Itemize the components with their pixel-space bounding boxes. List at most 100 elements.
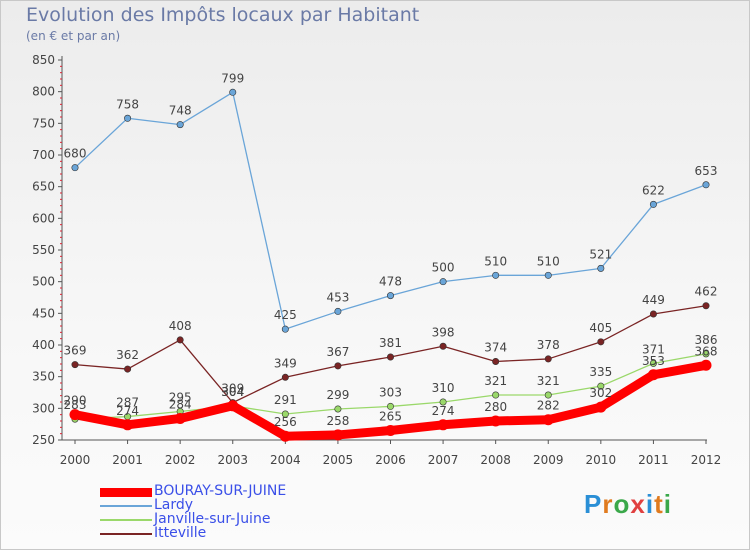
data-label-itteville: 381 bbox=[379, 336, 402, 350]
logo-letter: i bbox=[645, 489, 655, 519]
x-tick-label: 2010 bbox=[586, 453, 617, 467]
data-label-lardy: 680 bbox=[64, 147, 87, 161]
legend-swatch bbox=[100, 488, 152, 497]
data-point-bouray-sur-juine bbox=[700, 359, 712, 371]
data-label-lardy: 622 bbox=[642, 183, 665, 197]
data-point-itteville bbox=[281, 373, 289, 381]
legend-label: Lardy bbox=[154, 497, 194, 513]
logo-letter: i bbox=[663, 489, 672, 519]
logo-letter: o bbox=[613, 489, 631, 519]
data-label-bouray-sur-juine: 274 bbox=[432, 404, 455, 418]
data-point-itteville bbox=[176, 336, 184, 344]
data-point-bouray-sur-juine bbox=[122, 419, 134, 431]
data-label-bouray-sur-juine: 274 bbox=[116, 404, 139, 418]
data-point-janville-sur-juine bbox=[702, 350, 710, 358]
y-tick-label: 400 bbox=[32, 338, 55, 352]
data-label-lardy: 510 bbox=[484, 254, 507, 268]
y-tick-label: 750 bbox=[32, 116, 55, 130]
data-label-janville-sur-juine: 299 bbox=[326, 388, 349, 402]
data-label-janville-sur-juine: 295 bbox=[169, 391, 192, 405]
data-point-bouray-sur-juine bbox=[227, 400, 239, 412]
data-point-lardy bbox=[702, 181, 710, 189]
data-label-lardy: 425 bbox=[274, 308, 297, 322]
data-label-lardy: 510 bbox=[537, 254, 560, 268]
y-tick-label: 600 bbox=[32, 211, 55, 225]
legend-swatch bbox=[100, 505, 152, 507]
data-point-lardy bbox=[439, 278, 447, 286]
x-tick-label: 2001 bbox=[112, 453, 143, 467]
x-tick-label: 2005 bbox=[323, 453, 354, 467]
data-label-itteville: 374 bbox=[484, 340, 507, 354]
data-point-lardy bbox=[386, 292, 394, 300]
data-point-lardy bbox=[229, 88, 237, 96]
data-label-bouray-sur-juine: 290 bbox=[64, 394, 87, 408]
logo-letter: x bbox=[630, 489, 646, 519]
data-label-lardy: 799 bbox=[221, 71, 244, 85]
data-point-lardy bbox=[649, 200, 657, 208]
data-label-lardy: 500 bbox=[432, 261, 455, 275]
data-point-bouray-sur-juine bbox=[490, 415, 502, 427]
logo-letter: P bbox=[584, 489, 603, 519]
data-label-itteville: 367 bbox=[326, 345, 349, 359]
data-label-janville-sur-juine: 321 bbox=[537, 374, 560, 388]
data-label-janville-sur-juine: 283 bbox=[64, 398, 87, 412]
data-point-lardy bbox=[124, 114, 132, 122]
data-label-bouray-sur-juine: 368 bbox=[695, 344, 718, 358]
data-point-janville-sur-juine bbox=[649, 359, 657, 367]
data-label-itteville: 349 bbox=[274, 356, 297, 370]
chart-title: Evolution des Impôts locaux par Habitant bbox=[26, 4, 420, 26]
y-tick-label: 500 bbox=[32, 275, 55, 289]
legend-label: BOURAY-SUR-JUINE bbox=[154, 483, 287, 499]
x-tick-label: 2012 bbox=[691, 453, 722, 467]
x-tick-label: 2004 bbox=[270, 453, 301, 467]
data-label-bouray-sur-juine: 284 bbox=[169, 397, 192, 411]
data-label-lardy: 758 bbox=[116, 97, 139, 111]
data-label-bouray-sur-juine: 302 bbox=[589, 386, 612, 400]
y-tick-label: 250 bbox=[32, 433, 55, 447]
data-label-itteville: 408 bbox=[169, 319, 192, 333]
data-point-lardy bbox=[492, 271, 500, 279]
data-point-itteville bbox=[124, 365, 132, 373]
data-point-itteville bbox=[386, 353, 394, 361]
data-point-lardy bbox=[281, 325, 289, 333]
data-label-itteville: 462 bbox=[695, 285, 718, 299]
data-label-bouray-sur-juine: 280 bbox=[484, 400, 507, 414]
data-label-bouray-sur-juine: 353 bbox=[642, 354, 665, 368]
logo-letter: r bbox=[602, 489, 614, 519]
data-point-janville-sur-juine bbox=[492, 391, 500, 399]
data-label-janville-sur-juine: 287 bbox=[116, 396, 139, 410]
data-label-lardy: 748 bbox=[169, 104, 192, 118]
data-label-lardy: 521 bbox=[589, 247, 612, 261]
y-tick-label: 850 bbox=[32, 53, 55, 67]
x-tick-label: 2002 bbox=[165, 453, 196, 467]
x-tick-label: 2009 bbox=[533, 453, 564, 467]
data-label-janville-sur-juine: 304 bbox=[221, 385, 244, 399]
data-label-itteville: 398 bbox=[432, 325, 455, 339]
data-label-janville-sur-juine: 321 bbox=[484, 374, 507, 388]
x-tick-label: 2011 bbox=[638, 453, 669, 467]
data-point-itteville bbox=[702, 302, 710, 310]
data-label-itteville: 449 bbox=[642, 293, 665, 307]
x-tick-label: 2006 bbox=[375, 453, 406, 467]
data-label-bouray-sur-juine: 304 bbox=[221, 385, 244, 399]
proxiti-logo: Proxiti bbox=[584, 489, 672, 520]
x-tick-label: 2000 bbox=[60, 453, 91, 467]
data-point-itteville bbox=[544, 355, 552, 363]
data-point-janville-sur-juine bbox=[439, 398, 447, 406]
x-tick-label: 2007 bbox=[428, 453, 459, 467]
data-point-janville-sur-juine bbox=[334, 405, 342, 413]
legend-swatch bbox=[100, 519, 152, 521]
data-point-itteville bbox=[334, 362, 342, 370]
x-tick-label: 2003 bbox=[217, 453, 248, 467]
data-label-lardy: 478 bbox=[379, 275, 402, 289]
data-point-itteville bbox=[649, 310, 657, 318]
data-point-bouray-sur-juine bbox=[385, 425, 396, 436]
x-tick-label: 2008 bbox=[480, 453, 511, 467]
data-label-itteville: 362 bbox=[116, 348, 139, 362]
data-label-janville-sur-juine: 371 bbox=[642, 342, 665, 356]
data-point-itteville bbox=[439, 342, 447, 350]
legend-label: Janville-sur-Juine bbox=[154, 511, 271, 527]
data-point-bouray-sur-juine bbox=[595, 401, 607, 413]
